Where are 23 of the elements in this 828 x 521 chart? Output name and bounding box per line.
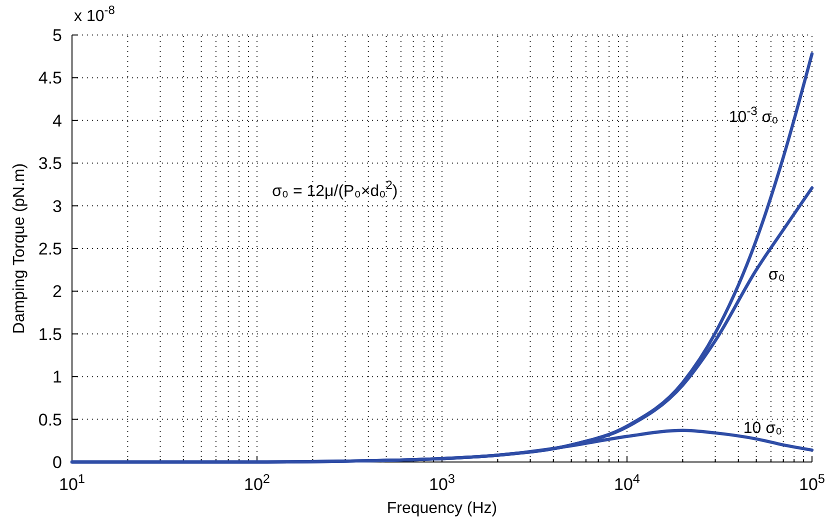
x-tick-label: 10$^{3}$ <box>428 470 456 494</box>
y-tick-label: 4 <box>52 111 62 130</box>
y-tick-label: 1.5 <box>38 324 62 344</box>
y-tick-label: 0.5 <box>38 410 62 430</box>
text: x 10$^{-8}$ <box>74 3 116 25</box>
series-label: 10$^{-3}$ σ₀ <box>728 104 778 126</box>
y-axis-title: Damping Torque (pN.m) <box>11 163 28 334</box>
series-label: σ₀ <box>768 266 785 284</box>
y-tick-label: 3.5 <box>38 154 62 174</box>
y-tick-label: 2.5 <box>38 240 62 258</box>
x-tick-label: 10$^{5}$ <box>798 470 826 494</box>
y-tick-label: 3 <box>52 196 62 216</box>
y-tick-label: 4.5 <box>38 68 62 88</box>
y-tick-label: 0 <box>52 453 62 472</box>
y-tick-label: 5 <box>52 26 62 45</box>
series-label: 10 σ₀ <box>743 420 782 437</box>
y-tick-label: 2 <box>52 282 62 302</box>
x-axis-title: Frequency (Hz) <box>386 500 498 517</box>
x-tick-label: 10$^{4}$ <box>614 470 640 494</box>
y-tick-label: 1 <box>52 368 62 387</box>
x-tick-label: 10$^{1}$ <box>58 470 86 494</box>
annotation: σ₀ = 12μ/(P₀×d₀$^{2}$) <box>272 178 398 200</box>
x-tick-label: 10$^{2}$ <box>244 470 270 494</box>
